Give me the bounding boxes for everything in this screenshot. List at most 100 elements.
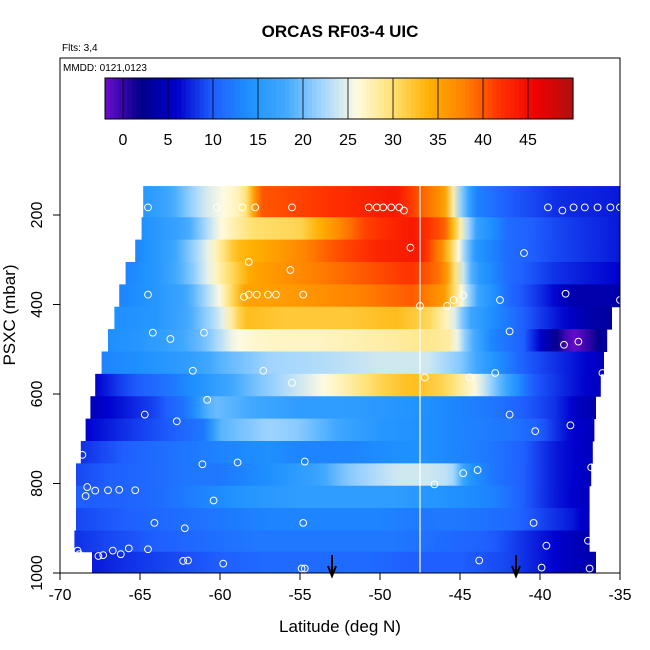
- heatmap-layer: [141, 217, 620, 241]
- colorbar-swatch: [253, 78, 259, 119]
- colorbar-swatch: [501, 78, 507, 119]
- arrow-head: [327, 565, 337, 579]
- colorbar-swatch: [411, 78, 417, 119]
- data-point-marker: [587, 463, 596, 472]
- plot-frame: [59, 57, 621, 574]
- data-point-marker: [240, 292, 248, 301]
- colorbar-swatch: [528, 78, 534, 119]
- x-tick-label: -70: [48, 587, 71, 604]
- colorbar-swatch: [397, 78, 403, 119]
- data-point-marker: [198, 460, 207, 469]
- data-point-marker: [81, 492, 90, 500]
- colorbar-tick-label: 0: [119, 132, 128, 149]
- data-point-marker: [465, 373, 474, 382]
- colorbar-swatch: [451, 78, 457, 119]
- x-tick-label: -45: [448, 587, 471, 604]
- data-point-marker: [443, 301, 452, 310]
- y-tick-label: 1000: [29, 555, 46, 591]
- colorbar-swatch: [523, 78, 529, 119]
- colorbar-swatch: [510, 78, 516, 119]
- data-point-marker: [200, 328, 208, 337]
- data-point-marker: [574, 337, 583, 346]
- colorbar-swatch: [303, 78, 309, 119]
- colorbar-swatch: [496, 78, 502, 119]
- data-point-marker: [104, 486, 112, 495]
- colorbar-swatch: [433, 78, 439, 119]
- data-point-marker: [251, 203, 260, 212]
- colorbar-swatch: [393, 78, 399, 119]
- colorbar-swatch: [541, 78, 547, 119]
- colorbar-swatch: [271, 78, 277, 119]
- colorbar-tick-label: 40: [474, 132, 492, 149]
- x-tick-label: -40: [528, 587, 551, 604]
- colorbar-swatch: [505, 78, 511, 119]
- colorbar-swatch: [267, 78, 273, 119]
- data-point-marker: [606, 203, 615, 212]
- data-point-marker: [496, 296, 504, 304]
- colorbar-swatch: [114, 78, 120, 119]
- data-point-marker: [124, 544, 133, 553]
- data-point-marker: [83, 483, 92, 491]
- data-point-marker: [144, 203, 152, 212]
- colorbar-swatch: [127, 78, 133, 119]
- data-point-marker: [144, 545, 152, 554]
- data-point-marker: [140, 410, 149, 419]
- data-point-marker: [299, 290, 308, 299]
- colorbar-swatch: [118, 78, 124, 119]
- colorbar-swatch: [145, 78, 151, 119]
- data-point-marker: [505, 410, 514, 419]
- data-point-marker: [252, 290, 261, 299]
- colorbar-swatch: [357, 78, 363, 119]
- data-point-marker: [531, 427, 540, 436]
- x-tick-label: -50: [368, 587, 391, 604]
- heatmap-layer: [114, 306, 613, 330]
- data-point-marker: [99, 551, 108, 559]
- colorbar-swatch: [285, 78, 291, 119]
- data-point-marker: [144, 290, 152, 299]
- data-point-marker: [238, 203, 247, 212]
- data-point-marker: [459, 469, 468, 478]
- colorbar-swatch: [330, 78, 336, 119]
- flights-annotation: Flts: 3,4: [62, 43, 98, 54]
- data-point-marker: [233, 458, 242, 467]
- colorbar-swatch: [424, 78, 430, 119]
- data-point-marker: [299, 518, 308, 527]
- data-point-marker: [264, 290, 272, 299]
- data-point-marker: [520, 249, 528, 257]
- colorbar-swatch: [154, 78, 160, 119]
- colorbar-tick-label: 30: [384, 132, 402, 149]
- colorbar-swatch: [514, 78, 520, 119]
- data-point-marker: [148, 328, 157, 337]
- data-point-marker: [286, 266, 295, 274]
- dates-annotation: MMDD: 0121,0123: [63, 63, 147, 74]
- colorbar-swatch: [402, 78, 408, 119]
- colorbar-swatch: [429, 78, 435, 119]
- heatmap-layer: [92, 551, 596, 574]
- data-point-marker: [491, 369, 500, 377]
- colorbar-swatch: [199, 78, 205, 119]
- heatmap-layers: [74, 186, 620, 574]
- colorbar-swatch: [217, 78, 223, 119]
- colorbar-swatch: [276, 78, 282, 119]
- colorbar-swatch: [546, 78, 552, 119]
- heatmap-layer: [80, 440, 593, 464]
- colorbar-tick-label: 15: [249, 132, 267, 149]
- data-point-marker: [288, 378, 296, 387]
- data-point-marker: [78, 450, 87, 459]
- heatmap-layer: [76, 463, 592, 487]
- colorbar-swatch: [172, 78, 178, 119]
- data-point-marker: [184, 556, 192, 565]
- colorbar-swatch: [550, 78, 556, 119]
- data-point-marker: [598, 369, 607, 377]
- data-point-marker: [300, 457, 309, 466]
- data-point-marker: [300, 564, 309, 573]
- colorbar: 0 5 10 15 20 25 30 35 40 45: [104, 77, 574, 149]
- x-tick-label: -35: [608, 587, 631, 604]
- data-point-marker: [179, 557, 188, 565]
- colorbar-swatch: [469, 78, 475, 119]
- colorbar-swatch: [460, 78, 466, 119]
- data-point-marker: [115, 485, 124, 494]
- colorbar-swatch: [478, 78, 484, 119]
- chart-title: ORCAS RF03-4 UIC: [262, 22, 419, 41]
- y-axis: 200 400 600 800 1000: [29, 202, 60, 591]
